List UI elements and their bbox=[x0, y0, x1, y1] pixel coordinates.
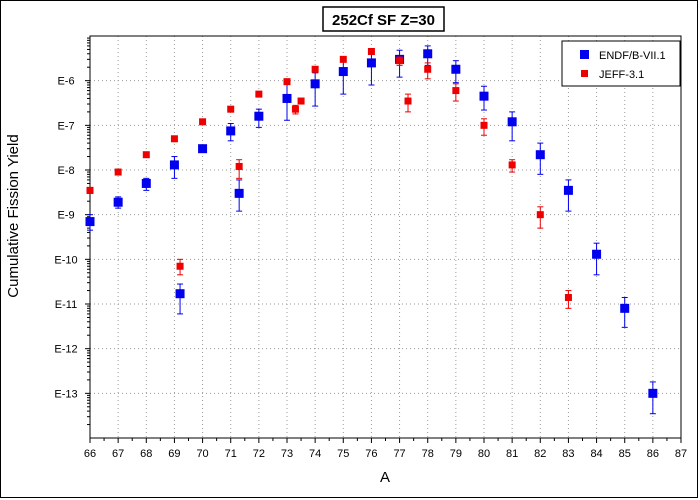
y-tick-label: E-9 bbox=[57, 210, 74, 222]
data-point bbox=[536, 211, 544, 219]
legend-label-endf: ENDF/B-VII.1 bbox=[599, 50, 666, 62]
y-tick-label: E-12 bbox=[54, 344, 77, 356]
x-tick-label: 84 bbox=[590, 448, 602, 460]
data-point bbox=[311, 65, 319, 73]
x-tick-label: 73 bbox=[281, 448, 293, 460]
data-point bbox=[235, 162, 243, 170]
x-tick-label: 70 bbox=[196, 448, 208, 460]
data-point bbox=[142, 151, 150, 159]
title-box bbox=[322, 6, 445, 32]
y-tick-label: E-13 bbox=[54, 388, 77, 400]
y-axis-title: Cumulative Fission Yield bbox=[5, 134, 22, 297]
x-tick-label: 87 bbox=[675, 448, 687, 460]
x-tick-label: 82 bbox=[534, 448, 546, 460]
data-point bbox=[508, 161, 516, 169]
data-point bbox=[535, 150, 545, 160]
data-series bbox=[85, 45, 658, 415]
y-tick-label: E-6 bbox=[57, 76, 74, 88]
data-point bbox=[141, 178, 151, 188]
y-tick-label: E-10 bbox=[54, 254, 77, 266]
legend-marker-endf bbox=[580, 50, 589, 59]
grid-lines bbox=[90, 36, 681, 438]
x-tick-label: 78 bbox=[422, 448, 434, 460]
y-tick-label: E-7 bbox=[57, 120, 74, 132]
data-point bbox=[563, 185, 573, 195]
axes bbox=[85, 35, 682, 443]
data-point bbox=[451, 64, 461, 74]
x-tick-label: 72 bbox=[253, 448, 265, 460]
y-tick-label: E-11 bbox=[55, 299, 77, 311]
data-point bbox=[114, 168, 122, 176]
x-tick-label: 76 bbox=[365, 448, 377, 460]
data-point bbox=[198, 144, 208, 154]
data-point bbox=[283, 78, 291, 86]
data-point bbox=[113, 197, 123, 207]
data-point bbox=[86, 186, 94, 194]
data-point bbox=[479, 91, 489, 101]
x-tick-label: 81 bbox=[506, 448, 518, 460]
legend-box bbox=[561, 40, 681, 87]
x-tick-label: 71 bbox=[225, 448, 237, 460]
plot-border bbox=[89, 35, 682, 439]
data-point bbox=[227, 105, 235, 113]
data-point bbox=[648, 388, 658, 398]
tick-labels: 66 67 68 69 70 71 72 73 74 75 76 77 78 79 80 81 82 83 84 85… bbox=[54, 76, 687, 460]
x-tick-label: 66 bbox=[84, 448, 96, 460]
x-tick-label: 67 bbox=[112, 448, 124, 460]
x-tick-label: 77 bbox=[393, 448, 405, 460]
data-point bbox=[310, 79, 320, 89]
x-tick-label: 69 bbox=[168, 448, 180, 460]
data-point bbox=[199, 118, 207, 126]
data-point bbox=[592, 249, 602, 259]
data-point bbox=[255, 90, 263, 98]
data-point bbox=[423, 49, 433, 59]
data-point bbox=[282, 93, 292, 103]
series-jeff bbox=[86, 47, 572, 309]
data-point bbox=[339, 55, 347, 63]
x-tick-label: 68 bbox=[140, 448, 152, 460]
data-point bbox=[424, 65, 432, 73]
data-point bbox=[404, 97, 412, 105]
data-point bbox=[175, 289, 185, 299]
x-tick-label: 85 bbox=[619, 448, 631, 460]
x-tick-label: 79 bbox=[450, 448, 462, 460]
data-point bbox=[480, 121, 488, 129]
x-tick-label: 80 bbox=[478, 448, 490, 460]
x-axis-title: A bbox=[380, 469, 390, 486]
chart-title-group: 252Cf SF Z=30 bbox=[322, 6, 445, 32]
legend-label-jeff: JEFF-3.1 bbox=[599, 69, 644, 81]
series-endf bbox=[85, 45, 658, 415]
data-point bbox=[170, 135, 178, 143]
data-point bbox=[254, 111, 264, 121]
x-tick-label: 83 bbox=[562, 448, 574, 460]
data-point bbox=[176, 262, 184, 270]
y-tick-label: E-8 bbox=[57, 165, 74, 177]
data-point bbox=[452, 87, 460, 95]
data-point bbox=[620, 303, 630, 313]
data-point bbox=[366, 58, 376, 68]
data-point bbox=[396, 57, 404, 65]
data-point bbox=[234, 188, 244, 198]
chart-title: 252Cf SF Z=30 bbox=[332, 12, 435, 29]
legend-marker-jeff bbox=[581, 70, 588, 77]
x-tick-label: 86 bbox=[647, 448, 659, 460]
data-point bbox=[85, 217, 95, 227]
data-point bbox=[507, 117, 517, 127]
x-tick-label: 75 bbox=[337, 448, 349, 460]
data-point bbox=[338, 67, 348, 77]
data-point bbox=[367, 47, 375, 55]
data-point bbox=[564, 293, 572, 301]
data-point bbox=[169, 160, 179, 170]
data-point bbox=[291, 105, 299, 113]
legend: ENDF/B-VII.1 JEFF-3.1 bbox=[561, 40, 681, 87]
x-tick-label: 74 bbox=[309, 448, 321, 460]
data-point bbox=[226, 126, 236, 136]
data-point bbox=[297, 97, 305, 105]
